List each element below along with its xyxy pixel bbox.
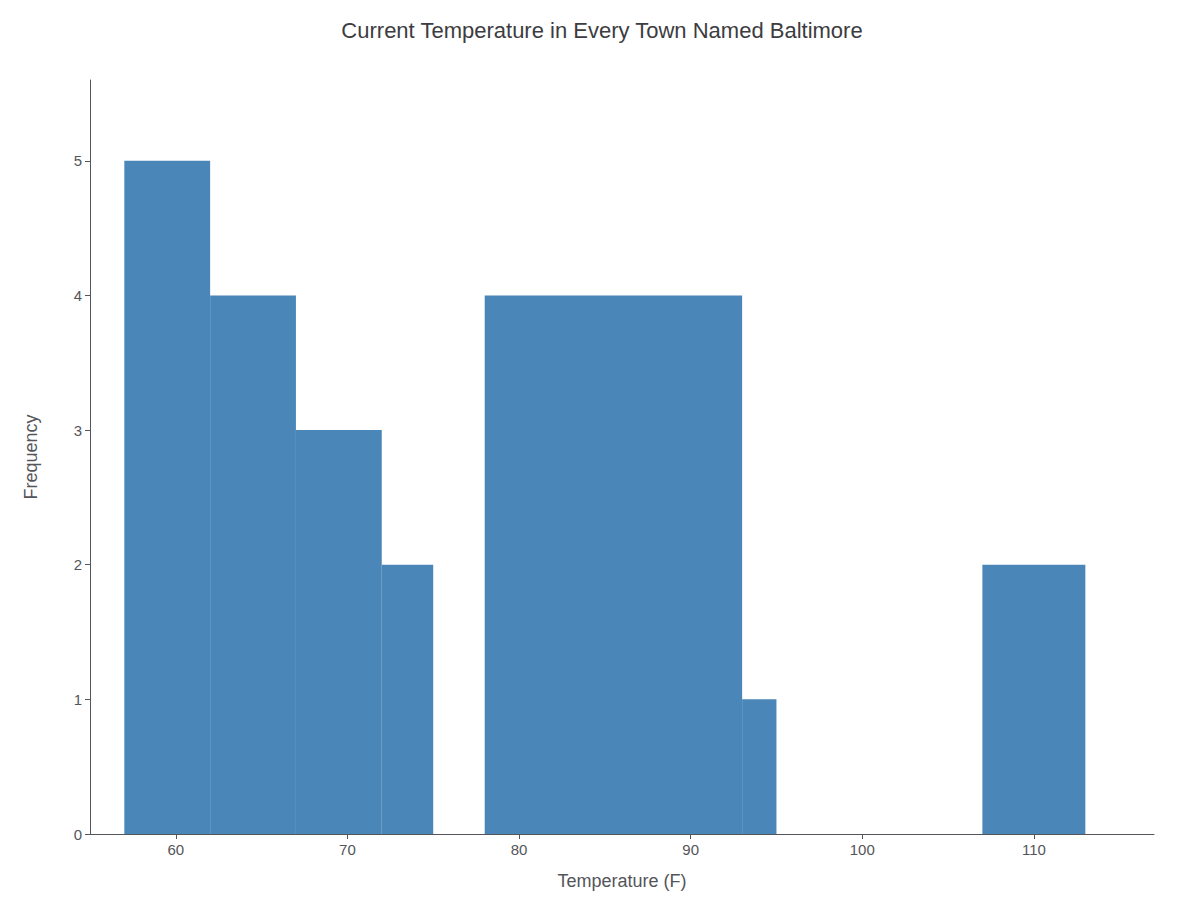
svg-text:1: 1 <box>74 691 82 708</box>
svg-text:5: 5 <box>74 152 82 169</box>
svg-text:0: 0 <box>74 826 82 843</box>
svg-text:70: 70 <box>339 841 356 858</box>
svg-text:80: 80 <box>511 841 528 858</box>
svg-text:Frequency: Frequency <box>21 414 41 499</box>
svg-text:Current Temperature in Every T: Current Temperature in Every Town Named … <box>341 18 862 43</box>
svg-text:90: 90 <box>682 841 699 858</box>
svg-text:2: 2 <box>74 556 82 573</box>
svg-text:3: 3 <box>74 422 82 439</box>
svg-text:Temperature (F): Temperature (F) <box>557 871 686 891</box>
svg-text:60: 60 <box>167 841 184 858</box>
svg-text:100: 100 <box>850 841 875 858</box>
svg-text:110: 110 <box>1022 841 1046 858</box>
svg-text:4: 4 <box>74 287 82 304</box>
